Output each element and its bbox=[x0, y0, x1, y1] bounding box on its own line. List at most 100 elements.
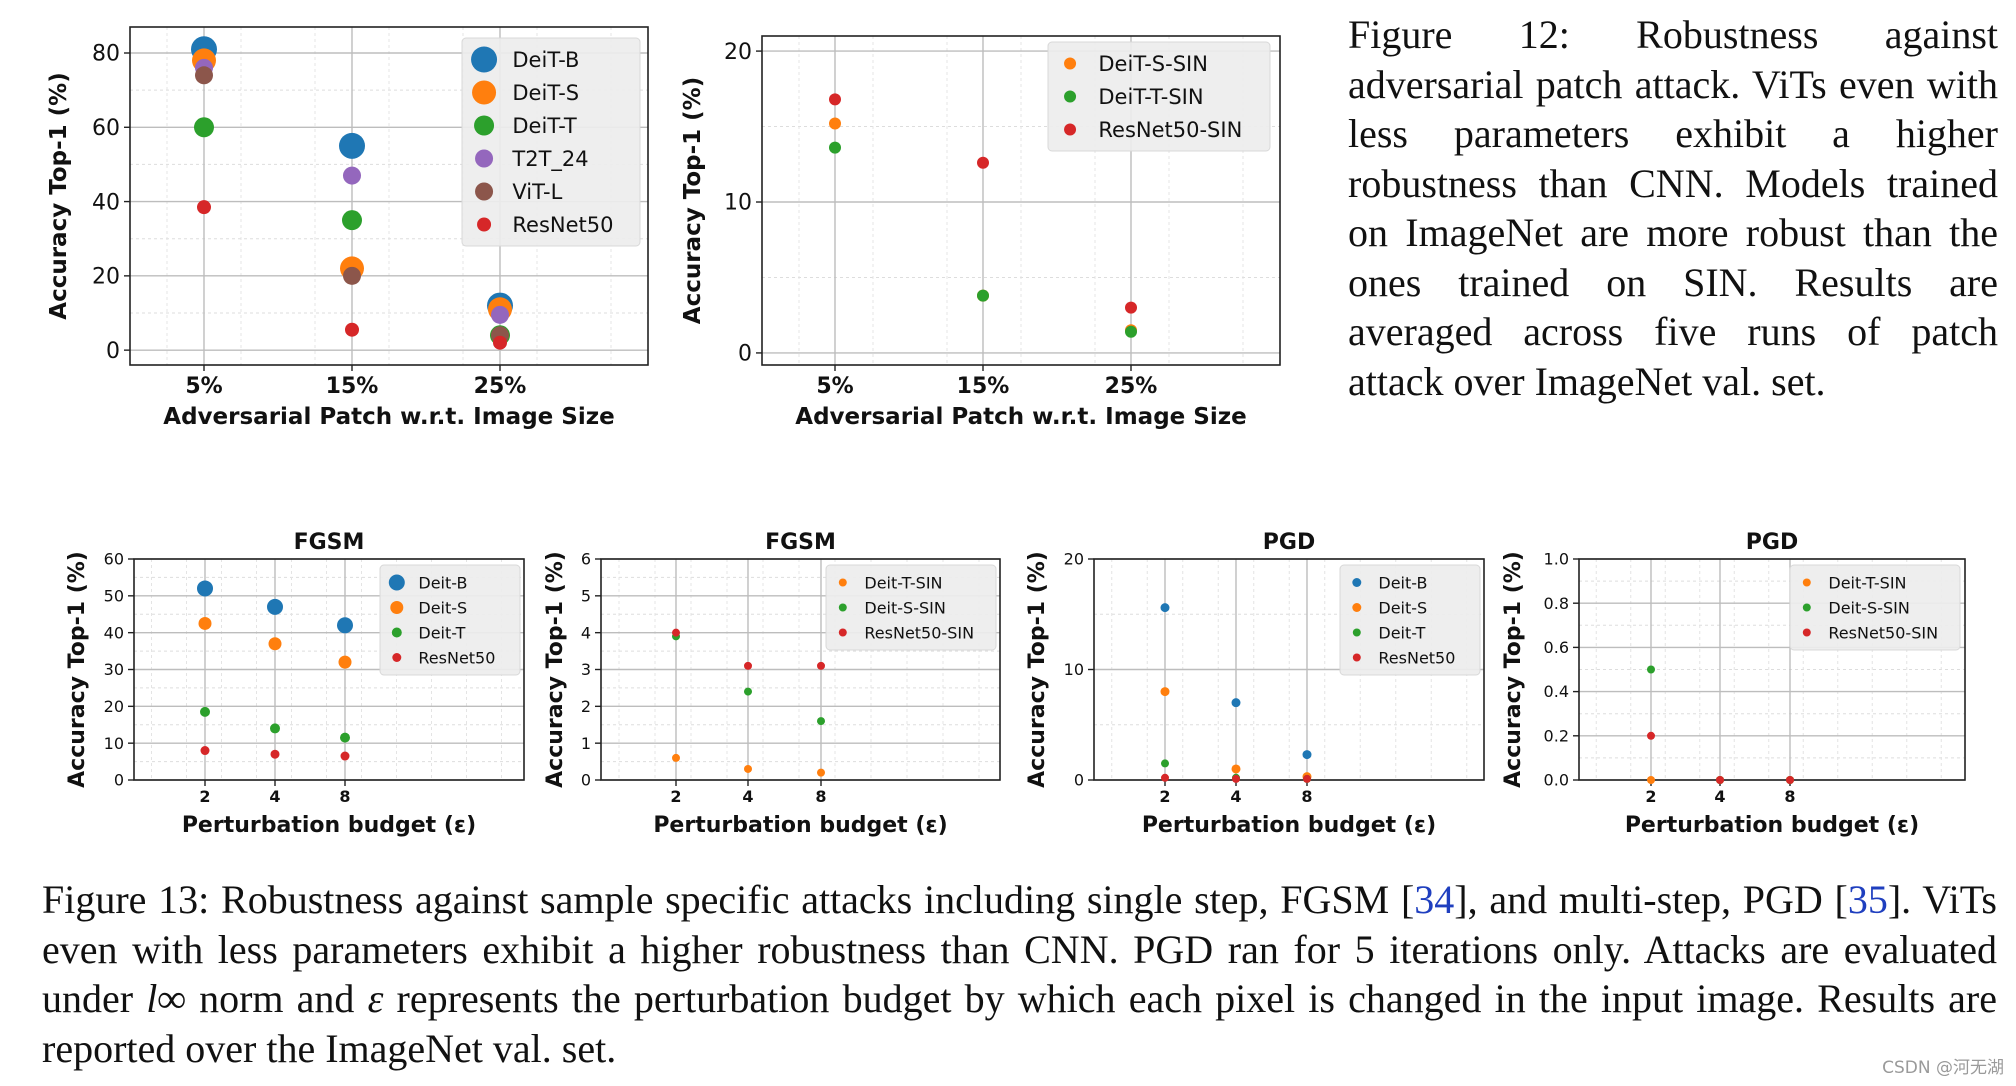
data-point-deit-t-sin-2 bbox=[1647, 776, 1655, 784]
y-tick-label: 20 bbox=[92, 265, 120, 290]
y-tick-label: 4 bbox=[581, 623, 591, 642]
data-point-resnet50-sin-8 bbox=[1786, 776, 1794, 784]
y-tick-label: 0 bbox=[106, 339, 120, 364]
legend-marker-deit-t bbox=[474, 115, 495, 136]
x-axis-label: Perturbation budget (ε) bbox=[1625, 813, 1919, 838]
legend-label-deit-t: Deit-T bbox=[1378, 623, 1425, 642]
series-deit-b bbox=[1160, 603, 1312, 760]
y-tick-label: 40 bbox=[104, 623, 124, 642]
y-axis-label: Accuracy Top-1 (%) bbox=[1501, 551, 1526, 788]
data-point-resnet50-sin-8 bbox=[817, 661, 825, 670]
x-tick-label: 5% bbox=[185, 374, 222, 399]
legend-marker-deit-t bbox=[1352, 628, 1361, 637]
data-point-deit-t-sin-8 bbox=[817, 768, 825, 777]
chart-fig12b: 0 10 20 5% 15% 25% Adversarial Patch w.r.t. Im… bbox=[680, 35, 1281, 430]
legend-marker-deit-b bbox=[388, 574, 405, 591]
caption-13-math-norm: l∞ bbox=[146, 976, 186, 1021]
x-tick-label: 2 bbox=[1159, 787, 1170, 806]
chart-title: FGSM bbox=[294, 530, 365, 555]
y-tick-label: 6 bbox=[581, 550, 591, 569]
legend-marker-resnet50-sin bbox=[838, 628, 847, 637]
series-deit-t-sin bbox=[829, 141, 1137, 338]
legend-box bbox=[1339, 564, 1481, 676]
x-tick-label: 8 bbox=[1784, 787, 1795, 806]
y-tick-label: 0.2 bbox=[1544, 726, 1569, 745]
x-tick-label: 25% bbox=[474, 374, 527, 399]
legend-box bbox=[379, 564, 521, 676]
data-point-resnet50-4 bbox=[1232, 774, 1240, 783]
data-point-deit-t-15 bbox=[342, 210, 362, 231]
watermark: CSDN @河无湖 bbox=[1882, 1058, 2004, 1078]
data-point-resnet50-8 bbox=[1303, 774, 1311, 783]
y-tick-label: 20 bbox=[104, 697, 124, 716]
chart-fig13b: 0 1 2 3 4 5 6 2 4 8 Perturbation budget (ε) Accurac… bbox=[543, 530, 1001, 838]
x-tick-label: 8 bbox=[815, 787, 826, 806]
legend-box bbox=[1789, 564, 1961, 651]
data-point-deit-b-2 bbox=[1160, 603, 1170, 613]
legend-marker-resnet50 bbox=[477, 217, 492, 232]
series-deit-t bbox=[200, 706, 350, 743]
data-point-deit-t-sin-25 bbox=[1125, 325, 1137, 338]
x-axis-label: Adversarial Patch w.r.t. Image Size bbox=[163, 404, 614, 430]
y-axis-label: Accuracy Top-1 (%) bbox=[543, 551, 568, 788]
y-tick-label: 0.0 bbox=[1544, 771, 1569, 790]
legend-label-resnet50: ResNet50 bbox=[418, 648, 495, 667]
legend-marker-deit-s-sin bbox=[1802, 603, 1811, 612]
legend-label-resnet50-sin: ResNet50-SIN bbox=[1098, 118, 1242, 142]
legend-marker-deit-t-sin bbox=[838, 578, 847, 587]
x-axis-label: Adversarial Patch w.r.t. Image Size bbox=[795, 404, 1246, 430]
x-tick-label: 5% bbox=[816, 374, 853, 399]
y-tick-label: 0 bbox=[738, 342, 752, 367]
series-deit-t-sin bbox=[672, 753, 825, 777]
caption-13-text-4: norm and bbox=[185, 976, 368, 1021]
y-tick-label: 60 bbox=[104, 550, 124, 569]
legend-marker-deit-b bbox=[1352, 578, 1362, 587]
data-point-deit-s-sin-5 bbox=[829, 117, 841, 130]
y-tick-label: 60 bbox=[92, 116, 120, 141]
data-point-resnet50-sin-25 bbox=[1125, 301, 1137, 314]
y-tick-label: 20 bbox=[724, 40, 752, 65]
citation-link-35[interactable]: 35 bbox=[1847, 877, 1888, 922]
data-point-deit-s-sin-8 bbox=[817, 717, 825, 726]
data-point-resnet50-sin-2 bbox=[1647, 731, 1655, 740]
y-tick-label: 0 bbox=[581, 771, 591, 790]
y-tick-label: 5 bbox=[581, 586, 591, 605]
data-point-resnet50-4 bbox=[270, 749, 280, 759]
data-point-resnet50-sin-2 bbox=[672, 628, 680, 637]
data-point-deit-b-8 bbox=[1302, 750, 1312, 760]
legend-box bbox=[1047, 41, 1271, 152]
data-point-t2t-24-25 bbox=[491, 305, 509, 324]
data-point-resnet50-sin-5 bbox=[829, 93, 841, 106]
data-point-resnet50-5 bbox=[197, 200, 211, 215]
legend-label-deit-b: Deit-B bbox=[418, 573, 467, 592]
legend-marker-resnet50-sin bbox=[1064, 123, 1077, 136]
legend-label-resnet50-sin: ResNet50-SIN bbox=[864, 623, 974, 642]
legend-marker-deit-t-sin bbox=[1802, 578, 1811, 587]
legend-marker-resnet50 bbox=[1352, 653, 1361, 662]
x-tick-label: 8 bbox=[339, 787, 350, 806]
data-point-resnet50-sin-15 bbox=[977, 156, 989, 169]
legend-label-resnet50: ResNet50 bbox=[512, 213, 613, 237]
x-axis-label: Perturbation budget (ε) bbox=[653, 813, 947, 838]
y-tick-label: 80 bbox=[92, 42, 120, 67]
data-point-deit-b-4 bbox=[267, 598, 283, 615]
x-tick-label: 4 bbox=[269, 787, 280, 806]
caption-13-text-1: Figure 13: Robustness against sample spe… bbox=[42, 877, 1415, 922]
axes-frame bbox=[129, 26, 649, 366]
data-point-vit-l-15 bbox=[343, 266, 361, 285]
y-axis-label: Accuracy Top-1 (%) bbox=[46, 72, 72, 319]
y-tick-label: 3 bbox=[581, 660, 591, 679]
y-tick-label: 0 bbox=[1074, 771, 1084, 790]
series-resnet50-sin bbox=[672, 628, 825, 670]
data-point-deit-b-2 bbox=[197, 580, 213, 597]
y-tick-label: 0 bbox=[114, 771, 124, 790]
data-point-deit-t-4 bbox=[270, 723, 280, 734]
x-axis-label: Perturbation budget (ε) bbox=[1142, 813, 1436, 838]
data-point-deit-b-15 bbox=[339, 132, 365, 159]
legend-label-deit-s: Deit-S bbox=[1378, 598, 1427, 617]
x-tick-label: 15% bbox=[326, 374, 379, 399]
citation-link-34[interactable]: 34 bbox=[1414, 877, 1455, 922]
legend-label-vit-l: ViT-L bbox=[512, 180, 562, 204]
x-tick-label: 8 bbox=[1301, 787, 1312, 806]
data-point-deit-t-5 bbox=[194, 117, 214, 138]
